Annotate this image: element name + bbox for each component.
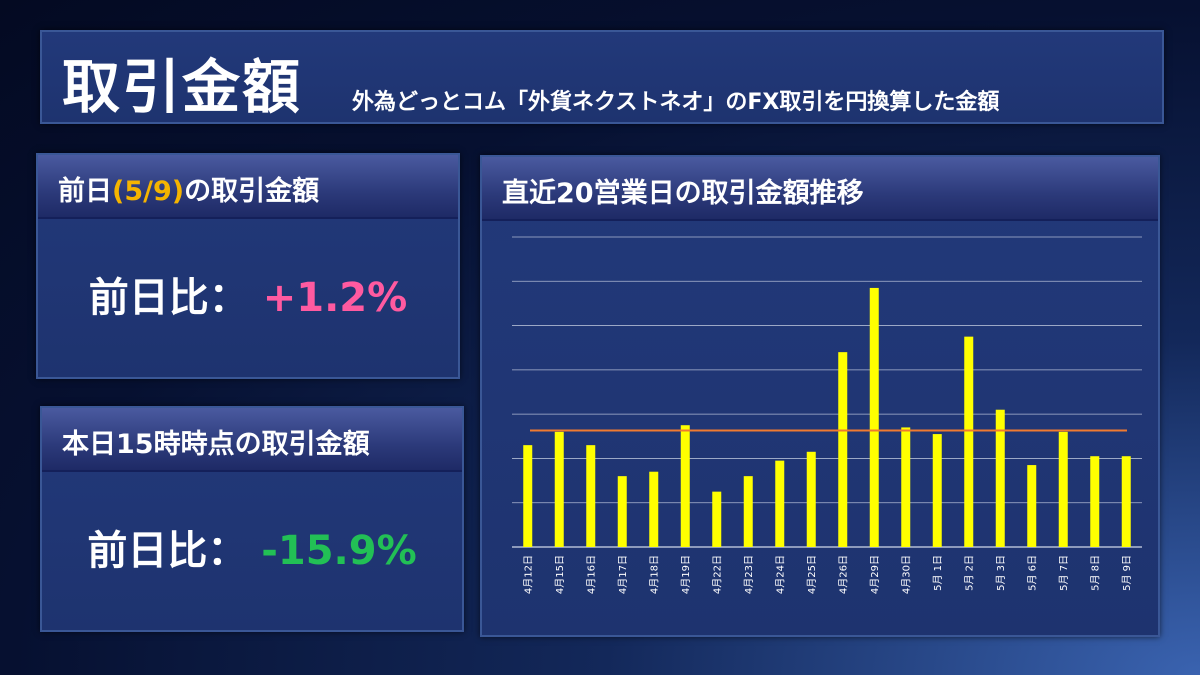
bar [901,427,911,547]
chart-header: 直近20営業日の取引金額推移 [482,157,1158,221]
bar [712,491,722,547]
today-card-title: 本日15時時点の取引金額 [62,429,370,460]
x-tick-label: 4月29日 [869,555,881,594]
title-prefix: 前日 [58,176,112,207]
bar [586,445,596,547]
page-subtitle: 外為どっとコム「外貨ネクストネオ」のFX取引を円換算した金額 [352,90,1000,115]
x-tick-label: 5月 2日 [963,555,975,591]
bar [869,287,879,547]
x-tick-label: 4月30日 [900,555,912,594]
x-tick-label: 4月12日 [522,555,534,594]
x-tick-label: 5月 9日 [1121,555,1133,591]
bar [743,476,753,547]
bar [617,476,627,547]
x-tick-label: 5月 7日 [1058,555,1070,591]
bar [680,425,690,547]
chart-title: 直近20営業日の取引金額推移 [502,178,864,209]
today-card-header: 本日15時時点の取引金額 [42,408,462,472]
bar [1027,465,1037,547]
previous-day-value: +1.2% [262,275,408,321]
bar [1058,431,1068,547]
x-tick-label: 5月 3日 [995,555,1007,591]
x-tick-label: 4月25日 [806,555,818,594]
bar [1121,456,1131,547]
x-tick-label: 4月19日 [680,555,692,594]
bar [775,460,785,547]
bar [523,445,533,547]
previous-day-label: 前日比： [88,275,249,321]
previous-day-card-header: 前日(5/9)の取引金額 [38,155,458,219]
page-title: 取引金額 [62,53,303,121]
bar [838,352,848,547]
x-tick-label: 4月16日 [585,555,597,594]
x-tick-label: 4月15日 [554,555,566,594]
x-tick-label: 5月 6日 [1026,555,1038,591]
previous-day-metric: 前日比： +1.2% [38,265,458,323]
chart-panel: 直近20営業日の取引金額推移 4月12日 4月15日 4月16日 4月17日 4月18日… [480,155,1160,637]
x-tick-label: 4月17日 [617,555,629,594]
previous-day-card-title: 前日(5/9)の取引金額 [58,169,319,208]
bar [806,451,816,547]
today-metric: 前日比： -15.9% [42,518,462,576]
bar [649,471,659,547]
title-date: (5/9) [112,176,185,207]
today-card: 本日15時時点の取引金額 前日比： -15.9% [40,406,464,632]
x-tick-label: 4月18日 [648,555,660,594]
bar [1090,456,1100,547]
bar-chart: 4月12日 4月15日 4月16日 4月17日 4月18日 4月19日 4月22日 4月23日… [512,236,1142,594]
x-tick-label: 5月 8日 [1089,555,1101,591]
title-bar: 取引金額 外為どっとコム「外貨ネクストネオ」のFX取引を円換算した金額 [40,30,1164,124]
x-tick-label: 4月23日 [743,555,755,594]
bar [554,431,564,547]
today-value: -15.9% [261,528,417,574]
previous-day-card: 前日(5/9)の取引金額 前日比： +1.2% [36,153,460,379]
bar [932,434,942,547]
x-tick-label: 4月24日 [774,555,786,594]
x-tick-label: 4月26日 [837,555,849,594]
bar [964,336,974,547]
title-suffix: の取引金額 [184,176,320,207]
today-label: 前日比： [87,528,248,574]
bar [995,409,1005,547]
x-tick-label: 5月 1日 [932,555,944,591]
x-tick-label: 4月22日 [711,555,723,594]
